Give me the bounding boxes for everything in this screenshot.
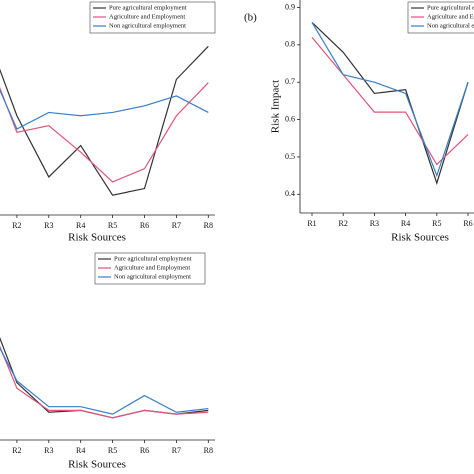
x-tick-label: R5 [108,221,117,230]
x-axis-title: Risk Sources [391,232,449,244]
legend-label: Non agricultural employment [427,22,474,29]
series-line [0,82,209,183]
legend-label: Agriculture and Employment [114,264,190,271]
series-line [311,36,469,166]
y-tick-label: 0.8 [285,40,295,49]
x-tick-label: R7 [172,221,181,230]
x-tick-label: R3 [44,221,53,230]
x-tick-label: R2 [339,219,348,228]
y-tick-label: 0.7 [285,77,295,86]
series-line [311,22,469,178]
x-tick-label: R5 [108,446,117,455]
x-tick-label: R4 [401,219,410,228]
series-line [0,347,209,415]
x-axis-title: Risk Sources [68,459,126,471]
x-tick-label: R3 [44,446,53,455]
y-tick-label: 0.4 [285,189,295,198]
x-tick-label: R6 [140,446,149,455]
x-tick-label: R4 [76,221,85,230]
legend-box [94,252,206,285]
legend-label: Agriculture and Employment [109,13,185,20]
x-tick-label: R8 [204,446,213,455]
legend-label: Non agricultural employment [109,22,186,29]
x-tick-label: R5 [432,219,441,228]
series-line [0,345,209,419]
x-tick-label: R3 [370,219,379,228]
x-tick-label: R7 [172,446,181,455]
series-line [0,336,209,419]
series-line [0,45,209,196]
legend-label: Agriculture and Employment [427,13,474,20]
x-tick-label: R4 [76,446,85,455]
x-tick-label: R8 [204,221,213,230]
panel: R1 R2 R3 R4 R5 R6 0.4 0.5 0.6 0.7 0.8 0.9 Risk Sourc… [244,0,474,244]
y-tick-label: 0.9 [285,2,295,11]
y-axis-title: Risk Impact [270,80,282,133]
x-tick-label: R6 [463,219,472,228]
x-tick-label: R1 [307,219,316,228]
series-line [311,21,469,186]
y-tick-label: 0.6 [285,114,295,123]
x-tick-label: R2 [12,446,21,455]
legend-label: Pure agricultural employment [109,4,187,11]
x-tick-label: R2 [12,221,21,230]
legend-box [89,1,216,34]
panel-label: (b) [244,12,257,24]
legend-label: Pure agricultural employment [114,255,192,262]
series-line [0,88,209,130]
legend-label: Pure agricultural employment [427,4,474,11]
x-axis-title: Risk Sources [68,232,126,244]
legend-label: Non agricultural employment [114,273,191,280]
x-tick-label: R6 [140,221,149,230]
y-tick-label: 0.5 [285,152,295,161]
